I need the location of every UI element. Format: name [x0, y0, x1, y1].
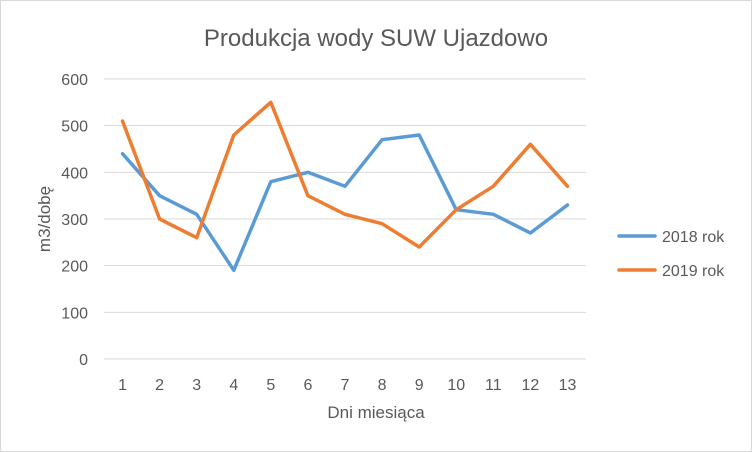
data-point: [418, 134, 420, 136]
data-point: [307, 171, 309, 173]
data-point: [159, 195, 161, 197]
chart-title: Produkcja wody SUW Ujazdowo: [204, 25, 548, 52]
x-tick-label: 8: [378, 377, 387, 394]
legend: 2018 rok 2019 rok: [617, 229, 725, 280]
data-point: [122, 120, 124, 122]
legend-label: 2018 rok: [662, 229, 725, 246]
y-axis-ticks: 0 100 200 300 400 500 600: [61, 72, 88, 369]
data-point: [233, 269, 235, 271]
y-tick-label: 600: [61, 72, 88, 89]
series-line-2019-rok: [120, 100, 570, 249]
data-point: [122, 153, 124, 155]
series-line-2018-rok: [120, 133, 570, 273]
data-point: [233, 134, 235, 136]
legend-label: 2019 rok: [662, 263, 725, 280]
data-point: [529, 143, 531, 145]
x-tick-label: 9: [415, 377, 424, 394]
x-tick-label: 11: [485, 377, 502, 394]
y-tick-label: 100: [61, 305, 88, 322]
data-point: [196, 237, 198, 239]
x-tick-label: 6: [303, 377, 312, 394]
data-point: [492, 185, 494, 187]
y-tick-label: 400: [61, 165, 88, 182]
data-point: [196, 213, 198, 215]
data-point: [270, 181, 272, 183]
data-point: [566, 204, 568, 206]
y-tick-label: 0: [79, 352, 88, 369]
data-point: [159, 218, 161, 220]
series-lines: [120, 100, 570, 273]
y-tick-label: 200: [61, 259, 88, 276]
x-tick-label: 4: [229, 377, 238, 394]
x-axis-ticks: 1 2 3 4 5 6 7 8 9 10 11 12 13: [118, 377, 576, 394]
y-tick-label: 300: [61, 212, 88, 229]
data-point: [566, 185, 568, 187]
data-point: [344, 185, 346, 187]
data-point: [492, 213, 494, 215]
gridlines: [104, 78, 586, 360]
data-point: [381, 223, 383, 225]
x-tick-label: 1: [118, 377, 127, 394]
data-point: [455, 209, 457, 211]
x-tick-label: 2: [155, 377, 164, 394]
data-point: [344, 213, 346, 215]
data-point: [307, 195, 309, 197]
x-tick-label: 7: [341, 377, 350, 394]
x-axis-label: Dni miesiąca: [327, 403, 425, 422]
x-tick-label: 3: [192, 377, 201, 394]
y-axis-label: m3/dobę: [35, 186, 54, 252]
x-tick-label: 13: [559, 377, 577, 394]
y-tick-label: 500: [61, 119, 88, 136]
x-tick-label: 10: [447, 377, 465, 394]
data-point: [270, 101, 272, 103]
x-tick-label: 5: [266, 377, 275, 394]
data-point: [529, 232, 531, 234]
data-point: [381, 139, 383, 141]
data-point: [418, 246, 420, 248]
x-tick-label: 12: [521, 377, 539, 394]
